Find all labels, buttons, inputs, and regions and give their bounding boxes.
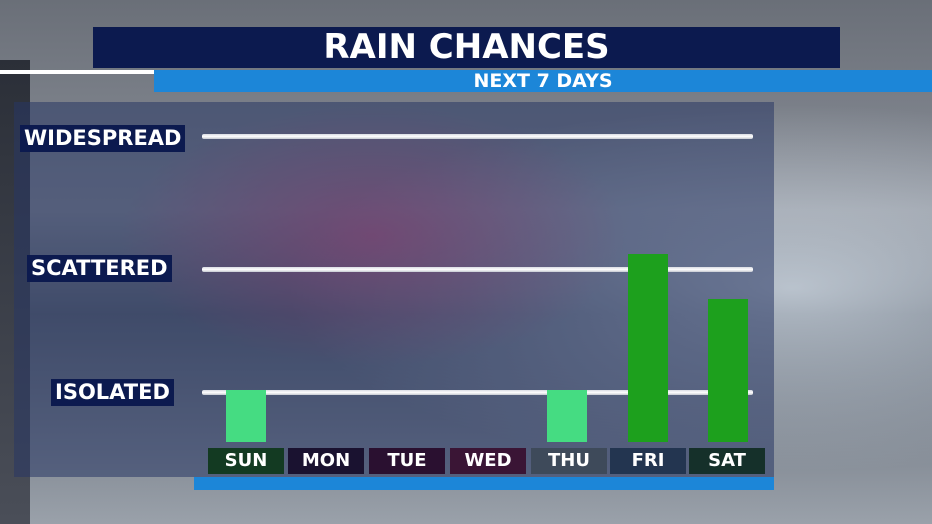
bar-thu (547, 390, 588, 442)
day-label-fri: FRI (610, 448, 686, 474)
day-label-tue: TUE (369, 448, 445, 474)
level-label-isolated: ISOLATED (51, 379, 174, 406)
bar-sun (226, 390, 266, 442)
bar-sat (707, 299, 748, 442)
bar-fri (627, 254, 668, 442)
level-label-scattered: SCATTERED (27, 255, 172, 282)
chart-panel-base (194, 477, 774, 490)
gridline-widespread (202, 134, 753, 139)
day-label-sat: SAT (689, 448, 765, 474)
day-label-mon: MON (288, 448, 364, 474)
level-label-widespread: WIDESPREAD (20, 125, 186, 152)
day-label-wed: WED (450, 448, 526, 474)
title-accent-line (0, 70, 154, 74)
chart-subtitle: NEXT 7 DAYS (154, 70, 932, 92)
day-label-thu: THU (531, 448, 607, 474)
day-label-sun: SUN (208, 448, 284, 474)
gridline-scattered (202, 267, 753, 272)
chart-title: RAIN CHANCES (93, 27, 840, 68)
gridline-isolated (202, 390, 753, 395)
